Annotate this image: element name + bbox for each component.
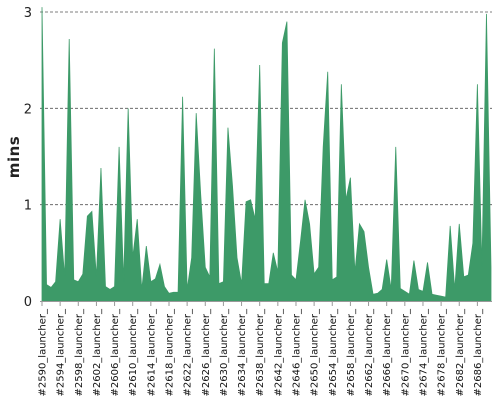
x-tick-label: #2606_launcher_: [110, 308, 121, 397]
x-tick-label: #2662_launcher_: [364, 308, 375, 397]
y-tick-label: 0: [24, 295, 32, 310]
x-tick-label: #2590_launcher_: [38, 308, 49, 397]
x-axis-ticks: #2590_launcher_ #2594_launcher_ #2598_laun…: [38, 301, 484, 397]
x-tick-label: #2674_launcher_: [418, 308, 429, 397]
x-tick-label: #2642_launcher_: [273, 308, 284, 397]
x-tick-label: #2646_launcher_: [291, 308, 302, 397]
x-tick-label: #2610_launcher_: [128, 308, 139, 397]
x-tick-label: #2650_launcher_: [310, 308, 321, 397]
x-tick-label: #2622_launcher_: [183, 308, 194, 397]
x-tick-label: #2598_launcher_: [74, 308, 85, 397]
x-tick-label: #2626_launcher_: [201, 308, 212, 397]
x-tick-label: #2594_launcher_: [56, 308, 67, 397]
x-tick-label: #2614_launcher_: [146, 308, 157, 397]
x-tick-label: #2682_launcher_: [455, 308, 466, 397]
x-tick-label: #2666_launcher_: [382, 308, 393, 397]
gridlines: [40, 11, 492, 206]
y-axis-ticks: 0 1 2 3: [24, 6, 32, 310]
y-axis-label: mins: [5, 136, 23, 178]
x-tick-label: #2686_launcher_: [473, 308, 484, 397]
x-tick-label: #2654_launcher_: [328, 308, 339, 397]
x-tick-label: #2618_launcher_: [164, 308, 175, 397]
x-tick-label: #2678_launcher_: [437, 308, 448, 397]
x-tick-label: #2630_launcher_: [219, 308, 230, 397]
x-tick-label: #2638_launcher_: [255, 308, 266, 397]
y-tick-label: 3: [24, 6, 32, 21]
y-tick-label: 2: [24, 102, 32, 117]
x-tick-label: #2658_launcher_: [346, 308, 357, 397]
series-area: [41, 7, 492, 302]
plot-area: [41, 7, 492, 302]
x-tick-label: #2602_launcher_: [92, 308, 103, 397]
x-tick-label: #2670_launcher_: [400, 308, 411, 397]
x-tick-label: #2634_launcher_: [237, 308, 248, 397]
y-tick-label: 1: [24, 199, 32, 214]
